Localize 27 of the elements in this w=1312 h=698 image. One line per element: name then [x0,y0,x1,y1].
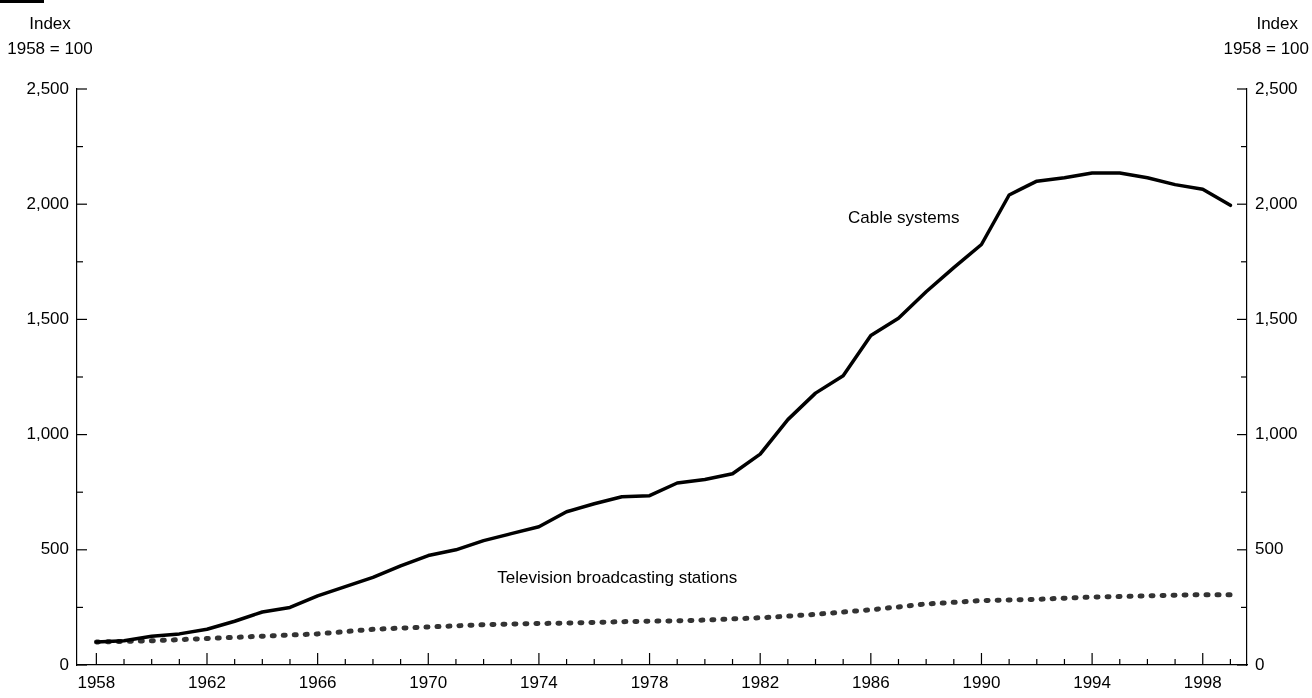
x-tick-label: 1994 [1073,672,1112,692]
y2-tick-label: 1,000 [1255,424,1298,444]
x-tick-label: 1986 [851,672,890,692]
y-tick-label: 2,500 [26,78,69,98]
x-tick-label: 1966 [298,672,337,692]
x-tick-label: 1974 [520,672,558,692]
y-tick-label: 2,000 [26,193,69,213]
x-tick-label: 1978 [630,672,669,692]
y2-tick-label: 0 [1255,654,1265,674]
y2-tick-label: 2,500 [1255,78,1298,98]
x-tick-label: 1998 [1183,672,1222,692]
series-label: Cable systems [847,207,960,227]
series-label: Television broadcasting stations [497,567,738,587]
x-tick-label: 1982 [741,672,780,692]
x-tick-label: 1970 [409,672,448,692]
x-tick-label: 1958 [77,672,116,692]
y2-tick-label: 1,500 [1255,309,1298,329]
y-tick-label: 500 [40,539,69,559]
y-tick-label: 0 [59,654,69,674]
y2-axis-title: Index 1958 = 100 [1223,14,1309,58]
y2-tick-label: 500 [1255,539,1284,559]
y-tick-label: 1,000 [26,424,69,444]
y-tick-label: 1,500 [26,309,69,329]
y2-tick-label: 2,000 [1255,193,1298,213]
y-axis-title: Index 1958 = 100 [7,14,93,58]
x-tick-label: 1962 [188,672,226,692]
x-tick-label: 1990 [962,672,1001,692]
